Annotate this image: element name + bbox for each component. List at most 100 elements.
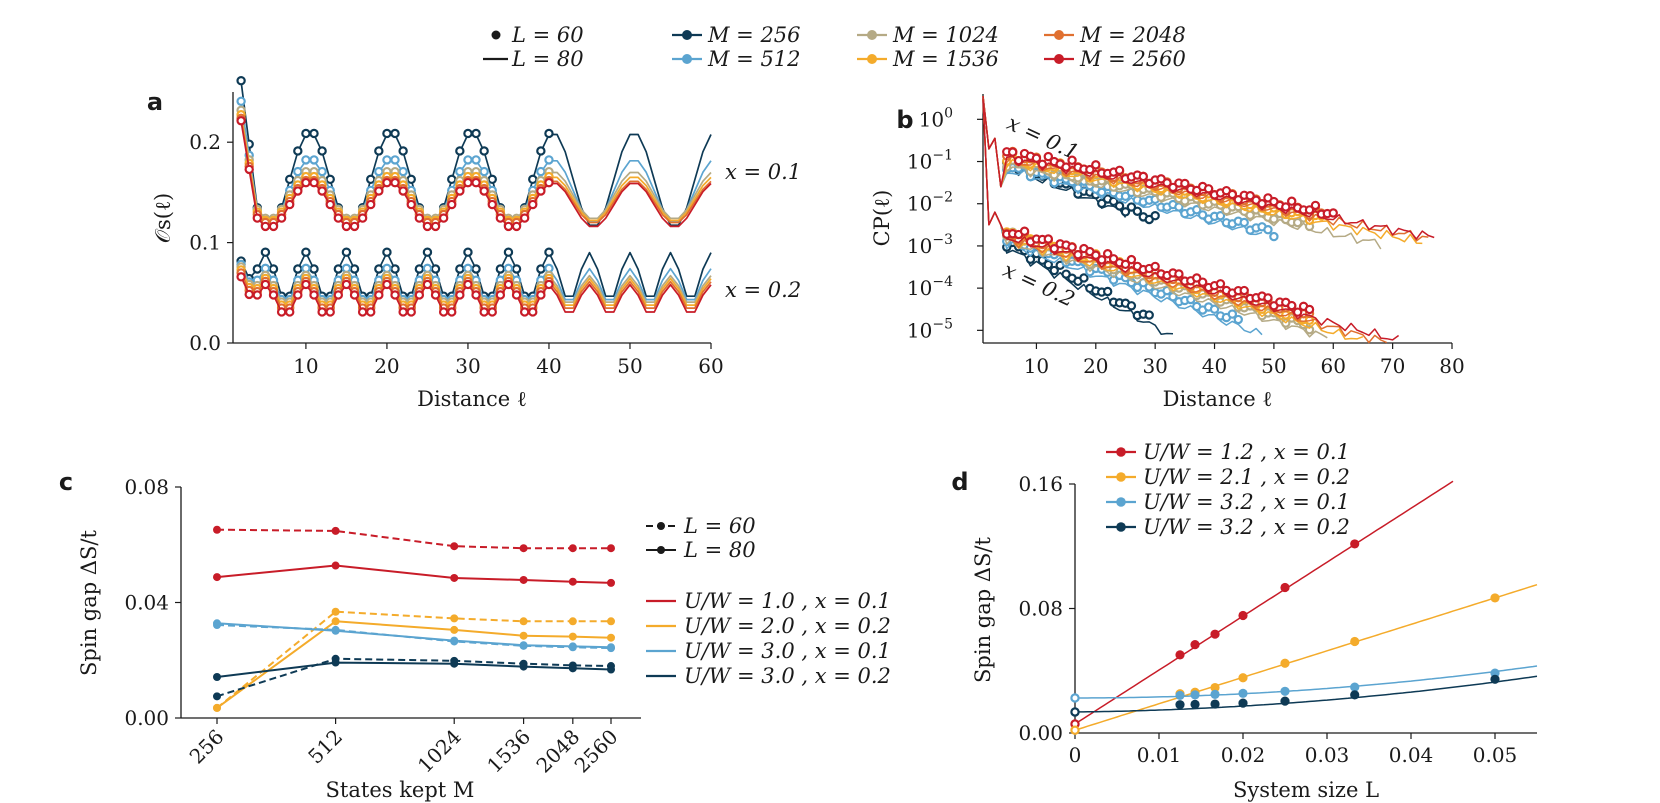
data-point-a-M2560 bbox=[244, 289, 254, 300]
ytick-exponent-b: −2 bbox=[932, 190, 953, 206]
data-point-a-M512 bbox=[463, 155, 473, 165]
data-point-a-M256 bbox=[390, 128, 400, 139]
data-point-d bbox=[1238, 688, 1248, 698]
panel-label-b: b bbox=[896, 106, 913, 134]
xtick-label-c: 2560 bbox=[570, 725, 623, 778]
data-point-a-M256 bbox=[536, 264, 546, 274]
data-point-c-l80 bbox=[607, 643, 615, 652]
data-point-a-M2560 bbox=[536, 186, 546, 196]
data-point-b-x02-M2560 bbox=[1197, 277, 1208, 287]
data-point-b-x02-M2560 bbox=[1073, 250, 1083, 260]
data-point-b-x02-M2560 bbox=[1091, 250, 1101, 260]
data-point-a-M2560 bbox=[390, 290, 400, 300]
data-point-c-l80 bbox=[450, 636, 459, 645]
fit-line-d bbox=[1074, 583, 1538, 731]
xtick-label-b: 60 bbox=[1321, 354, 1346, 378]
data-point-a-M256 bbox=[301, 128, 311, 139]
data-point-b-x02-M256 bbox=[1102, 286, 1113, 297]
data-point-a-M2560 bbox=[528, 199, 538, 210]
data-point-a-M2560 bbox=[390, 177, 400, 188]
data-point-a-M2560 bbox=[236, 116, 246, 126]
data-point-c-l80 bbox=[607, 633, 615, 642]
data-point-a-M256 bbox=[268, 264, 279, 274]
data-point-b-x01-M2560 bbox=[1156, 174, 1166, 184]
data-point-b-x01-M512 bbox=[1263, 225, 1273, 235]
data-point-a-M256 bbox=[414, 264, 425, 274]
data-point-b-x01-M2560 bbox=[1162, 178, 1172, 188]
data-point-a-M512 bbox=[536, 166, 546, 177]
data-point-a-M256 bbox=[293, 146, 303, 156]
ytick-label-a: 0.0 bbox=[189, 331, 221, 355]
data-point-c-l60 bbox=[568, 617, 577, 626]
legend-label-m2560: M = 2560 bbox=[1079, 47, 1186, 71]
data-point-c-l80 bbox=[331, 617, 340, 626]
legend-label-l60: L = 60 bbox=[511, 23, 584, 47]
data-point-c-l60 bbox=[450, 614, 459, 623]
data-point-a-M256 bbox=[471, 264, 481, 274]
ytick-label-a: 0.1 bbox=[189, 231, 221, 255]
series-line-c-l60 bbox=[216, 528, 611, 550]
data-point-b-x02-M256 bbox=[1079, 273, 1089, 283]
data-point-b-x02-M2560 bbox=[1097, 255, 1107, 265]
data-point-a-M2560 bbox=[374, 186, 384, 196]
data-point-a-M2560 bbox=[382, 177, 392, 188]
data-point-b-x02-M2560 bbox=[1043, 234, 1054, 244]
xtick-label-b: 10 bbox=[1024, 354, 1049, 378]
data-point-b-x01-M512 bbox=[1097, 187, 1107, 198]
y-axis-label-c: Spin gap ΔS/t bbox=[77, 529, 101, 675]
fit-line-d bbox=[1075, 665, 1538, 699]
data-point-a-M256 bbox=[285, 174, 295, 185]
ytick-label-c: 0.04 bbox=[124, 591, 169, 615]
data-point-b-x01-M256 bbox=[1114, 201, 1125, 211]
data-point-c-l80 bbox=[607, 665, 615, 674]
data-point-a-M256 bbox=[260, 247, 271, 257]
data-point-a-M2560 bbox=[341, 279, 352, 290]
data-point-a-M2560 bbox=[471, 290, 481, 300]
data-point-a-M2560 bbox=[455, 290, 465, 300]
data-point-b-x01-M1024 bbox=[1292, 217, 1303, 228]
data-point-a-M512 bbox=[236, 96, 246, 106]
data-point-a-M256 bbox=[503, 247, 514, 257]
data-point-b-x01-M1024 bbox=[1156, 192, 1166, 202]
data-point-a-M2560 bbox=[301, 177, 311, 188]
data-point-c-l60 bbox=[568, 544, 577, 553]
data-point-d bbox=[1350, 690, 1360, 700]
data-point-a-M2560 bbox=[503, 221, 514, 232]
series-line-b-x02-M256 bbox=[982, 98, 1174, 335]
panel-label-d: d bbox=[951, 468, 968, 496]
data-point-a-M2560 bbox=[544, 177, 554, 188]
data-point-b-x01-M256 bbox=[1120, 207, 1131, 217]
panel-label-c: c bbox=[59, 468, 73, 496]
data-point-a-M2560 bbox=[276, 213, 287, 223]
data-point-a-M2560 bbox=[268, 221, 279, 232]
data-point-a-M2560 bbox=[463, 177, 473, 188]
data-point-a-M2560 bbox=[374, 290, 384, 300]
data-point-a-M256 bbox=[447, 174, 457, 185]
data-point-a-M2560 bbox=[325, 307, 335, 317]
data-point-d bbox=[1210, 682, 1220, 693]
data-point-b-x02-M2560 bbox=[1304, 304, 1315, 315]
data-point-b-x01-M2560 bbox=[1168, 182, 1178, 193]
data-point-c-l60 bbox=[519, 544, 528, 553]
series-line-c-l60 bbox=[216, 610, 611, 709]
xtick-label-d: 0 bbox=[1069, 743, 1082, 767]
data-point-b-x02-M2560 bbox=[1192, 273, 1202, 283]
data-point-c-l80 bbox=[331, 626, 340, 635]
data-point-d bbox=[1238, 610, 1248, 621]
legend-marker-l60 bbox=[491, 30, 501, 40]
data-point-c-l60 bbox=[607, 617, 615, 626]
extrapolated-point-d bbox=[1070, 707, 1080, 717]
legend-marker-m2048 bbox=[1054, 30, 1064, 40]
data-point-a-M2560 bbox=[293, 290, 303, 300]
series-line-c-l80 bbox=[216, 564, 612, 584]
data-point-b-x01-M512 bbox=[1197, 210, 1208, 220]
data-point-a-M2560 bbox=[414, 290, 425, 300]
data-point-a-M2560 bbox=[276, 307, 287, 317]
xtick-label-d: 0.01 bbox=[1137, 743, 1182, 767]
data-point-b-x02-M512 bbox=[1209, 304, 1220, 314]
xtick-label-d: 0.02 bbox=[1221, 743, 1266, 767]
data-point-b-x02-M256 bbox=[1144, 310, 1154, 320]
data-point-a-M256 bbox=[495, 264, 506, 274]
data-point-a-M2560 bbox=[511, 290, 522, 300]
data-point-c-l80 bbox=[213, 573, 221, 582]
